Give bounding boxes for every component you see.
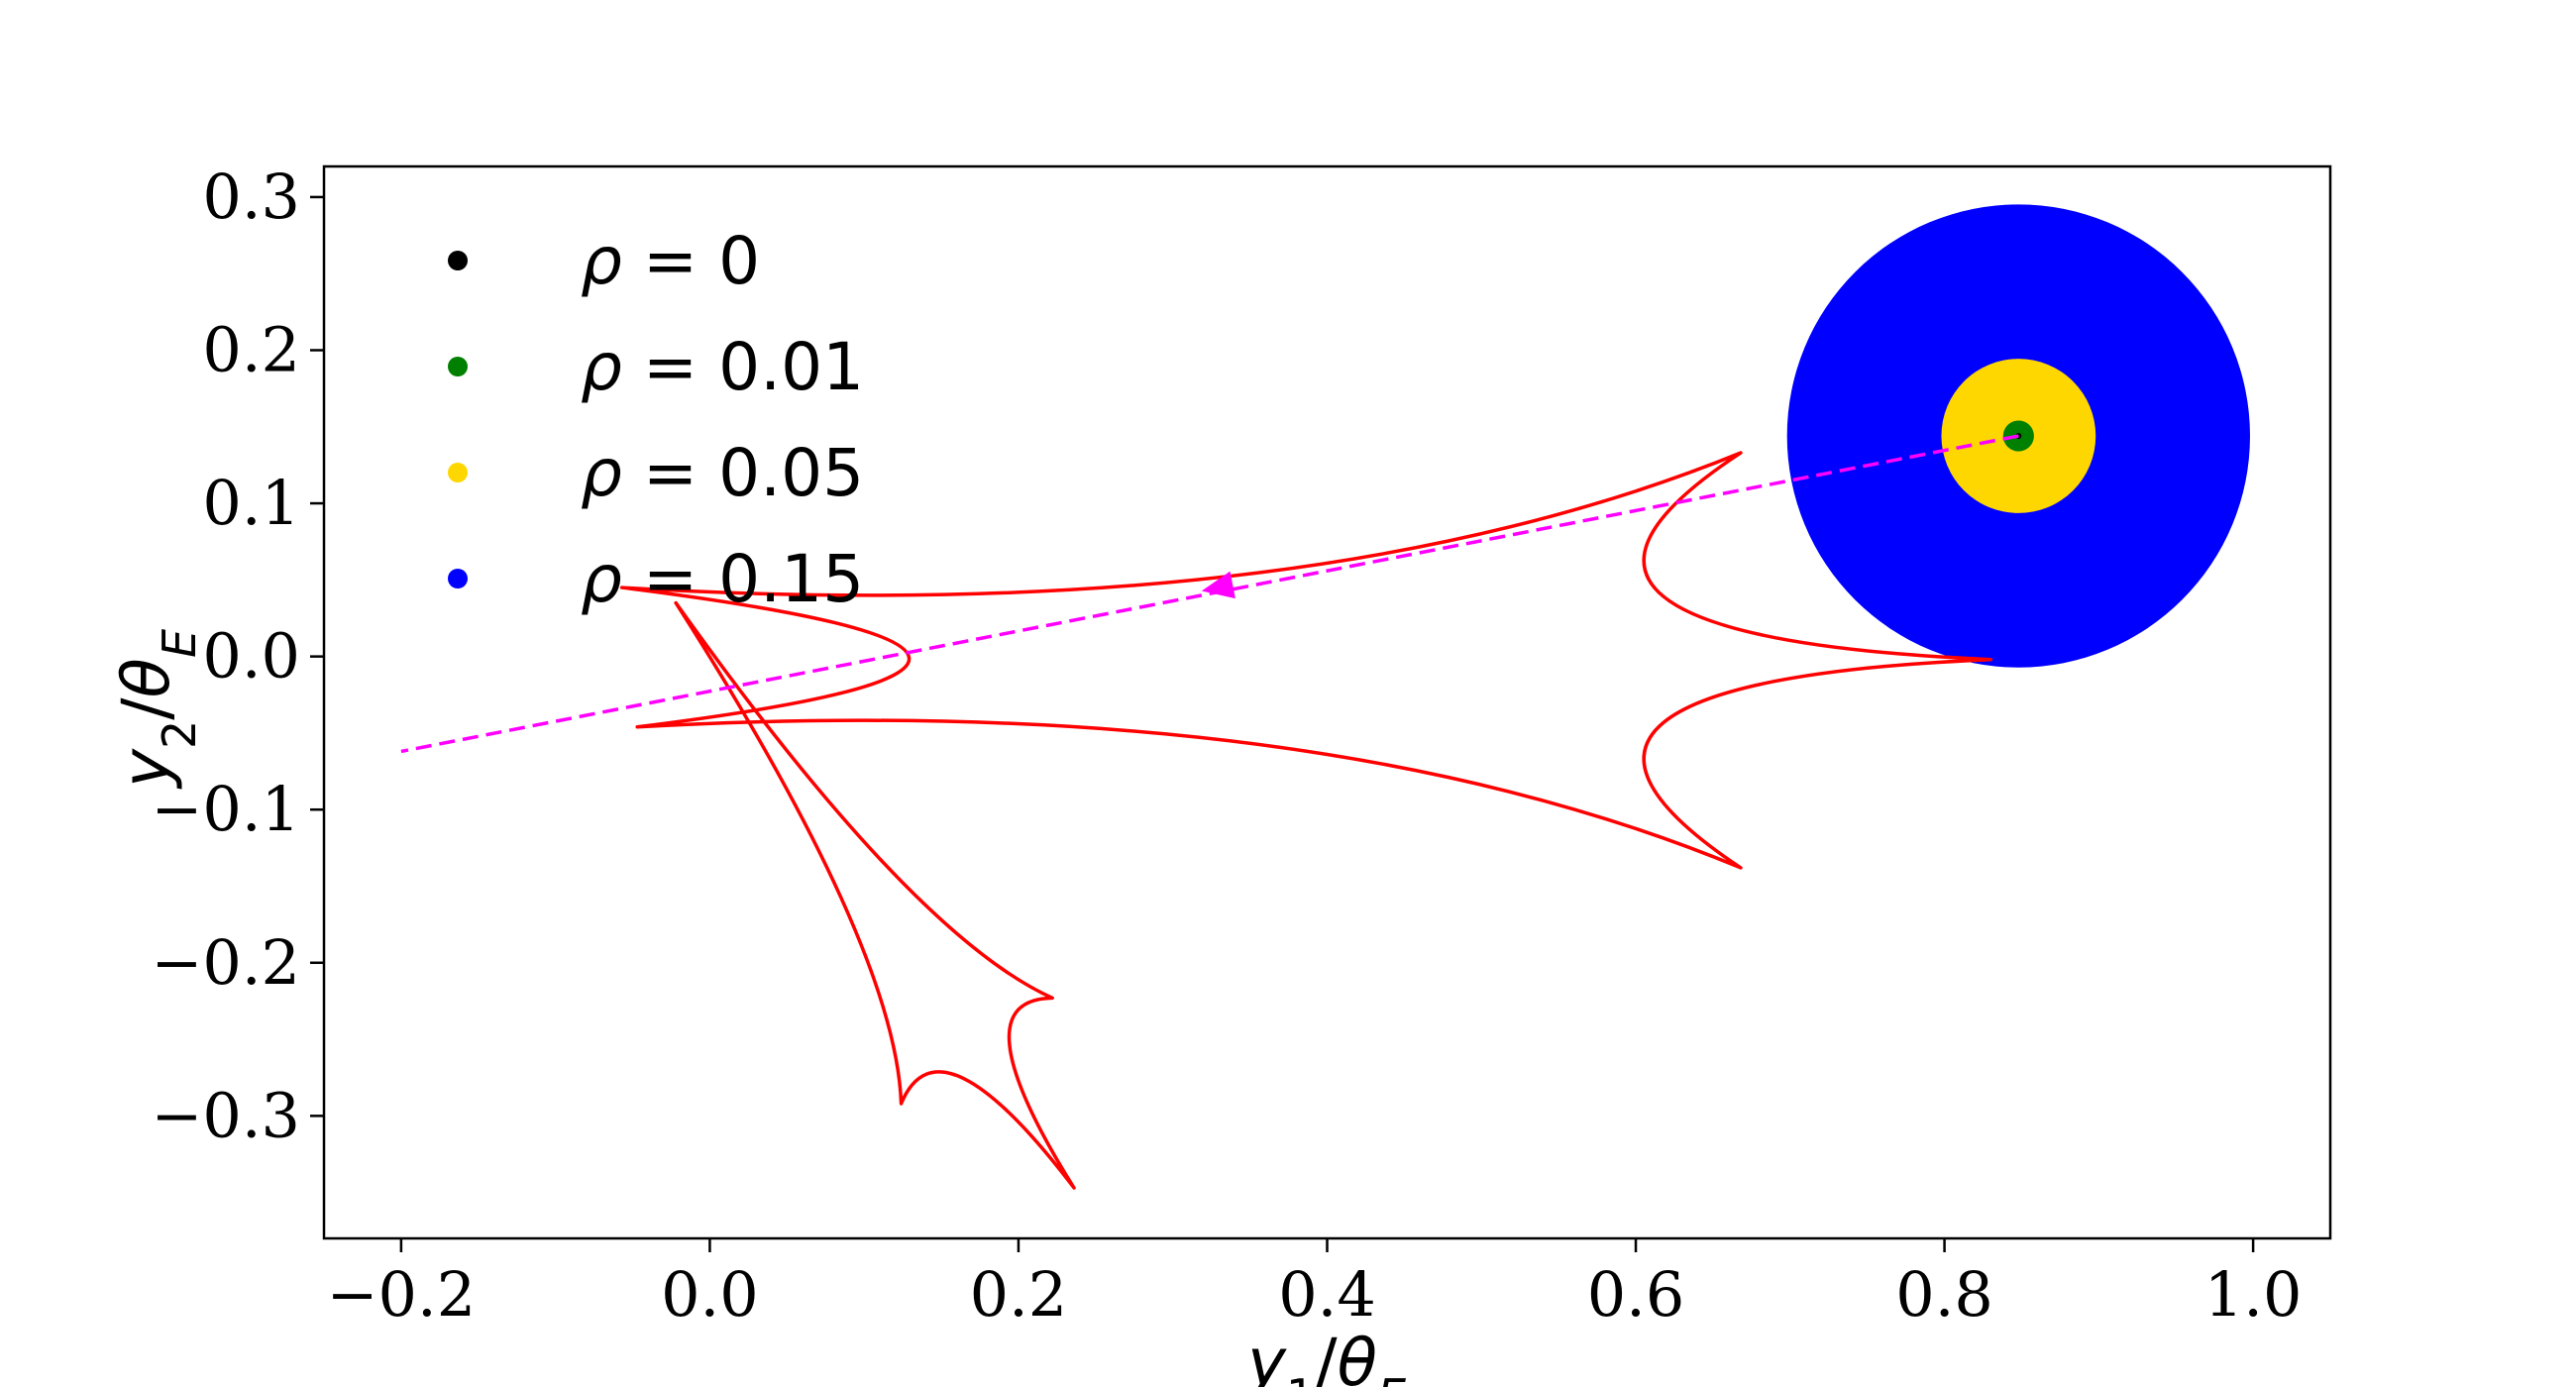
x-tick-label: 0.6: [1587, 1258, 1685, 1331]
y-tick-label: 0.0: [202, 620, 300, 693]
trajectory-arrow: [1201, 571, 1235, 599]
y-tick-label: 0.3: [202, 160, 300, 233]
x-axis-label: y1/θE: [1245, 1325, 1406, 1387]
y-tick-label: −0.3: [151, 1079, 300, 1151]
lower-caustic: [674, 600, 1076, 1190]
central-caustic: [619, 451, 1993, 870]
x-tick-label: 1.0: [2204, 1258, 2303, 1331]
legend-label: ρ = 0: [581, 223, 760, 299]
y-axis-label: y2/θE: [108, 629, 206, 790]
y-tick-label: −0.2: [151, 926, 300, 999]
legend: ρ = 0 ρ = 0.01 ρ = 0.05 ρ = 0.15: [448, 223, 864, 617]
x-tick-label: 0.8: [1895, 1258, 1993, 1331]
source-trajectory: [400, 434, 2019, 754]
x-tick-label: 0.4: [1278, 1258, 1376, 1331]
legend-marker: [448, 569, 468, 588]
legend-marker: [448, 357, 468, 376]
legend-label: ρ = 0.05: [581, 435, 864, 511]
y-tick-label: −0.1: [151, 773, 300, 845]
x-tick-label: 0.2: [970, 1258, 1068, 1331]
y-tick-label: 0.2: [202, 313, 300, 385]
y-tick-label: 0.1: [202, 467, 300, 539]
plot-area: [400, 204, 2250, 1190]
axis-ticks: −0.2 0.0 0.2 0.4 0.6 0.8 1.0 −0.3 −0.2 −0.1 0.0 0.1…: [151, 160, 2302, 1331]
legend-marker: [448, 251, 468, 270]
legend-marker: [448, 463, 468, 482]
x-tick-label: 0.0: [661, 1258, 759, 1331]
legend-label: ρ = 0.15: [581, 541, 864, 617]
legend-label: ρ = 0.01: [581, 329, 864, 405]
x-tick-label: −0.2: [327, 1258, 477, 1331]
